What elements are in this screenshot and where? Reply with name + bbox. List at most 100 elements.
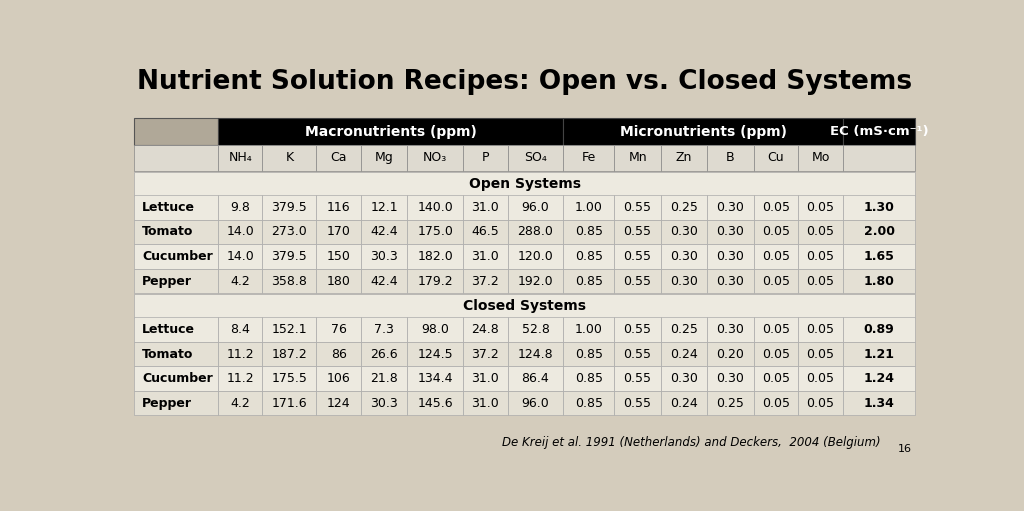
Bar [134, 172, 915, 196]
Text: 31.0: 31.0 [471, 201, 500, 214]
Text: 0.55: 0.55 [624, 250, 651, 263]
Bar [463, 342, 508, 366]
Text: 192.0: 192.0 [518, 274, 553, 288]
Bar [508, 269, 563, 293]
Text: 46.5: 46.5 [471, 225, 500, 239]
Bar [843, 195, 915, 220]
Bar [218, 119, 563, 146]
Text: 24.8: 24.8 [471, 323, 500, 336]
Bar [660, 244, 708, 269]
Bar [843, 317, 915, 342]
Text: 0.05: 0.05 [762, 372, 790, 385]
Text: 1.24: 1.24 [863, 372, 895, 385]
Bar [843, 119, 915, 146]
Text: 106: 106 [327, 372, 350, 385]
Bar [563, 119, 843, 146]
Text: NO₃: NO₃ [423, 151, 447, 165]
Text: 0.85: 0.85 [574, 347, 603, 361]
Text: 0.30: 0.30 [717, 250, 744, 263]
Text: 0.24: 0.24 [670, 397, 698, 410]
Bar [614, 391, 660, 415]
Bar [463, 317, 508, 342]
Text: 0.30: 0.30 [670, 274, 698, 288]
Bar [708, 146, 754, 171]
Bar [218, 244, 262, 269]
Text: 4.2: 4.2 [230, 274, 250, 288]
Bar [508, 391, 563, 415]
Bar [799, 244, 843, 269]
Bar [408, 195, 463, 220]
Text: 273.0: 273.0 [271, 225, 307, 239]
Text: Open Systems: Open Systems [469, 177, 581, 191]
Bar [408, 366, 463, 391]
Bar [463, 391, 508, 415]
Text: 0.55: 0.55 [624, 397, 651, 410]
Bar [316, 146, 360, 171]
Bar [218, 366, 262, 391]
Text: 52.8: 52.8 [521, 323, 550, 336]
Bar [218, 342, 262, 366]
Text: Fe: Fe [582, 151, 596, 165]
Bar [360, 220, 408, 244]
Text: Tomato: Tomato [142, 347, 194, 361]
Bar [218, 220, 262, 244]
Text: 379.5: 379.5 [271, 201, 307, 214]
Bar [508, 342, 563, 366]
Bar [360, 366, 408, 391]
Text: 124.5: 124.5 [418, 347, 453, 361]
Bar [316, 366, 360, 391]
Text: 0.05: 0.05 [807, 347, 835, 361]
Bar [134, 220, 218, 244]
Text: 0.30: 0.30 [717, 225, 744, 239]
Bar [614, 317, 660, 342]
Bar [754, 146, 799, 171]
Bar [218, 195, 262, 220]
Bar [708, 269, 754, 293]
Text: Ca: Ca [331, 151, 347, 165]
Bar [614, 244, 660, 269]
Text: 11.2: 11.2 [226, 347, 254, 361]
Bar [708, 317, 754, 342]
Text: Cucumber: Cucumber [142, 372, 213, 385]
Text: 0.55: 0.55 [624, 347, 651, 361]
Text: 14.0: 14.0 [226, 250, 254, 263]
Bar [316, 391, 360, 415]
Bar [708, 244, 754, 269]
Text: 379.5: 379.5 [271, 250, 307, 263]
Bar [614, 220, 660, 244]
Bar [614, 146, 660, 171]
Bar [563, 366, 614, 391]
Bar [508, 146, 563, 171]
Bar [316, 244, 360, 269]
Text: 0.25: 0.25 [717, 397, 744, 410]
Text: 0.30: 0.30 [670, 250, 698, 263]
Text: 0.85: 0.85 [574, 250, 603, 263]
Text: 1.34: 1.34 [863, 397, 895, 410]
Text: Pepper: Pepper [142, 274, 193, 288]
Bar [563, 220, 614, 244]
Text: 0.24: 0.24 [670, 347, 698, 361]
Text: 7.3: 7.3 [374, 323, 394, 336]
Text: 16: 16 [898, 444, 912, 454]
Text: 1.30: 1.30 [863, 201, 895, 214]
Bar [316, 195, 360, 220]
Bar [660, 146, 708, 171]
Bar [408, 146, 463, 171]
Text: 124.8: 124.8 [518, 347, 553, 361]
Bar [708, 366, 754, 391]
Text: 0.30: 0.30 [717, 323, 744, 336]
Text: 86.4: 86.4 [521, 372, 549, 385]
Text: 134.4: 134.4 [418, 372, 453, 385]
Text: Nutrient Solution Recipes: Open vs. Closed Systems: Nutrient Solution Recipes: Open vs. Clos… [137, 69, 912, 95]
Text: 175.0: 175.0 [417, 225, 454, 239]
Text: 0.30: 0.30 [670, 372, 698, 385]
Text: 98.0: 98.0 [421, 323, 450, 336]
Bar [408, 342, 463, 366]
Text: 358.8: 358.8 [271, 274, 307, 288]
Bar [262, 195, 316, 220]
Text: 42.4: 42.4 [371, 225, 398, 239]
Bar [843, 342, 915, 366]
Bar [408, 317, 463, 342]
Text: 96.0: 96.0 [521, 397, 549, 410]
Text: 0.05: 0.05 [807, 397, 835, 410]
